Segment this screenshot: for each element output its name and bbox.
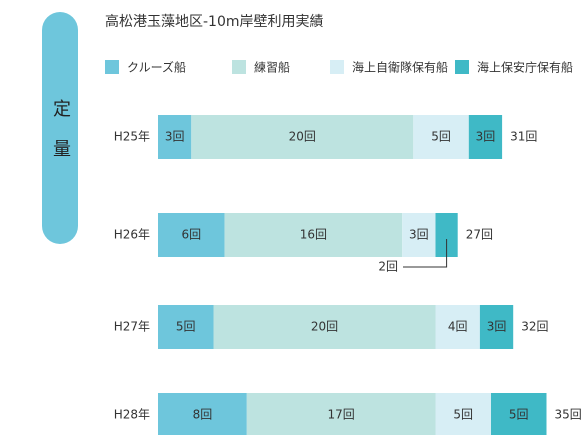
category-label: H26年 bbox=[114, 228, 150, 242]
bar-segment bbox=[402, 213, 436, 257]
legend-label: 練習船 bbox=[254, 61, 290, 75]
value-label: 16回 bbox=[300, 228, 327, 242]
legend-swatch bbox=[232, 60, 246, 74]
chart-title: 高松港玉藻地区-10m岸壁利用実績 bbox=[105, 13, 324, 30]
bar-segment bbox=[435, 393, 491, 435]
value-label: 8回 bbox=[193, 408, 213, 422]
value-label: 17回 bbox=[328, 408, 355, 422]
bar-segment bbox=[158, 115, 192, 159]
bar-segment bbox=[158, 305, 214, 349]
legend-label: 海上保安庁保有船 bbox=[477, 60, 573, 75]
value-label: 3回 bbox=[476, 130, 496, 144]
bar-segment bbox=[468, 115, 503, 159]
side-label: 定量 bbox=[42, 12, 78, 244]
value-label: 4回 bbox=[448, 320, 468, 334]
category-label: H28年 bbox=[114, 408, 150, 422]
bar-segment bbox=[191, 115, 414, 159]
leader-line bbox=[403, 239, 448, 268]
value-label: 6回 bbox=[181, 228, 201, 242]
bar-segment bbox=[213, 305, 436, 349]
bar-segment bbox=[435, 213, 458, 257]
value-label: 2回 bbox=[378, 260, 398, 274]
value-label: 20回 bbox=[311, 320, 338, 334]
bar-segment bbox=[413, 115, 469, 159]
bar-segment bbox=[158, 213, 225, 257]
value-label: 3回 bbox=[487, 320, 507, 334]
bar-segment bbox=[435, 305, 480, 349]
legend-swatch bbox=[105, 60, 119, 74]
legend-swatch bbox=[455, 60, 469, 74]
bar-segment bbox=[224, 213, 403, 257]
total-label: 32回 bbox=[521, 320, 548, 334]
value-label: 5回 bbox=[453, 408, 473, 422]
value-label: 5回 bbox=[431, 130, 451, 144]
bar-segment bbox=[479, 305, 514, 349]
value-label: 5回 bbox=[176, 320, 196, 334]
value-label: 3回 bbox=[409, 228, 429, 242]
legend-label: クルーズ船 bbox=[127, 60, 186, 75]
legend-swatch bbox=[330, 60, 344, 74]
category-label: H27年 bbox=[114, 320, 150, 334]
bar-segment bbox=[158, 393, 247, 435]
total-label: 35回 bbox=[555, 408, 582, 422]
category-label: H25年 bbox=[114, 130, 150, 144]
value-label: 20回 bbox=[289, 130, 316, 144]
total-label: 31回 bbox=[510, 130, 537, 144]
value-label: 3回 bbox=[165, 130, 185, 144]
legend-label: 海上自衛隊保有船 bbox=[352, 60, 448, 75]
bar-segment bbox=[491, 393, 547, 435]
total-label: 27回 bbox=[466, 228, 493, 242]
bar-segment bbox=[246, 393, 436, 435]
value-label: 5回 bbox=[509, 408, 529, 422]
